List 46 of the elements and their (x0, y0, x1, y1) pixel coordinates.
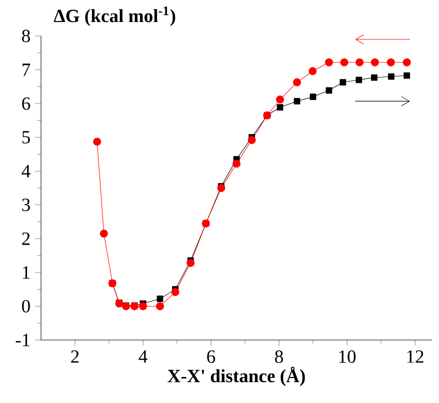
y-tick-label: 1 (22, 266, 30, 279)
point (388, 73, 394, 80)
x-axis-title: X-X' distance (Å) (168, 366, 305, 386)
y-tick-label: 2 (22, 232, 30, 245)
point (340, 58, 348, 66)
point (217, 184, 226, 192)
point (356, 58, 364, 66)
y-tick-label: -1 (16, 334, 30, 346)
point (276, 96, 284, 104)
point (248, 136, 256, 144)
x-tick-label: 10 (339, 350, 356, 363)
x-tick-label: 6 (207, 350, 216, 363)
y-tick-label: 7 (22, 64, 30, 76)
point (276, 104, 284, 110)
point (139, 302, 147, 310)
y-tick-label: 3 (22, 198, 30, 212)
point (186, 259, 195, 267)
y-tick-label: 8 (22, 30, 30, 42)
point (156, 302, 164, 310)
point (308, 67, 317, 76)
point (293, 78, 302, 86)
point (232, 160, 240, 168)
point (386, 58, 395, 66)
y-tick-label: 6 (22, 97, 30, 110)
point (404, 72, 410, 79)
y-axis-title: ΔG (kcal mol$^{-1}$) (54, 6, 176, 26)
point (310, 94, 316, 100)
point (356, 76, 362, 84)
x-tick-label: 2 (71, 350, 79, 363)
point (100, 230, 108, 238)
point (371, 74, 378, 81)
point (93, 138, 102, 146)
y-tick-label: 0 (22, 300, 30, 313)
point (325, 58, 333, 66)
point (326, 87, 332, 94)
y-tick-label: 5 (22, 131, 30, 144)
point (402, 58, 411, 66)
x-tick-label: 4 (138, 350, 148, 363)
y-tick-label: 4 (22, 164, 30, 178)
point (156, 296, 164, 302)
point (340, 79, 346, 86)
point (294, 98, 300, 104)
x-tick-label: 12 (407, 350, 424, 363)
x-tick-label: 8 (275, 350, 283, 363)
point (171, 288, 180, 296)
point (370, 58, 379, 66)
